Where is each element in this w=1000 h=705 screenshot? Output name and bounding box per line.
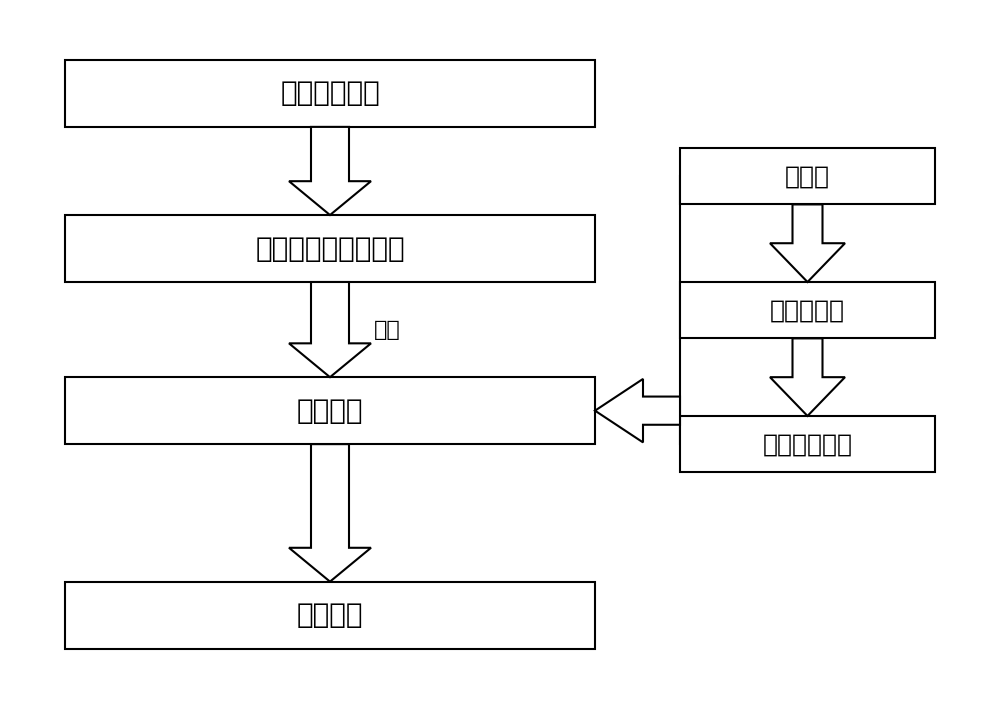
FancyBboxPatch shape: [680, 148, 935, 204]
FancyBboxPatch shape: [65, 215, 595, 282]
FancyBboxPatch shape: [65, 582, 595, 649]
Polygon shape: [289, 444, 371, 582]
Polygon shape: [595, 379, 680, 443]
Polygon shape: [289, 127, 371, 215]
Text: 环境感知: 环境感知: [297, 397, 363, 424]
Polygon shape: [770, 338, 845, 416]
Text: 深度图: 深度图: [785, 164, 830, 188]
FancyBboxPatch shape: [680, 416, 935, 472]
Text: 视觉信息采集: 视觉信息采集: [280, 80, 380, 107]
Polygon shape: [770, 204, 845, 282]
Text: 二维全景图: 二维全景图: [770, 298, 845, 322]
Text: 融合: 融合: [374, 319, 401, 340]
FancyBboxPatch shape: [65, 377, 595, 444]
Polygon shape: [289, 282, 371, 377]
Text: 虚拟浏览: 虚拟浏览: [297, 601, 363, 629]
FancyBboxPatch shape: [65, 60, 595, 127]
Text: 多参数环境信息采集: 多参数环境信息采集: [255, 235, 405, 262]
Text: 环境三维地图: 环境三维地图: [763, 432, 853, 456]
FancyBboxPatch shape: [680, 282, 935, 338]
